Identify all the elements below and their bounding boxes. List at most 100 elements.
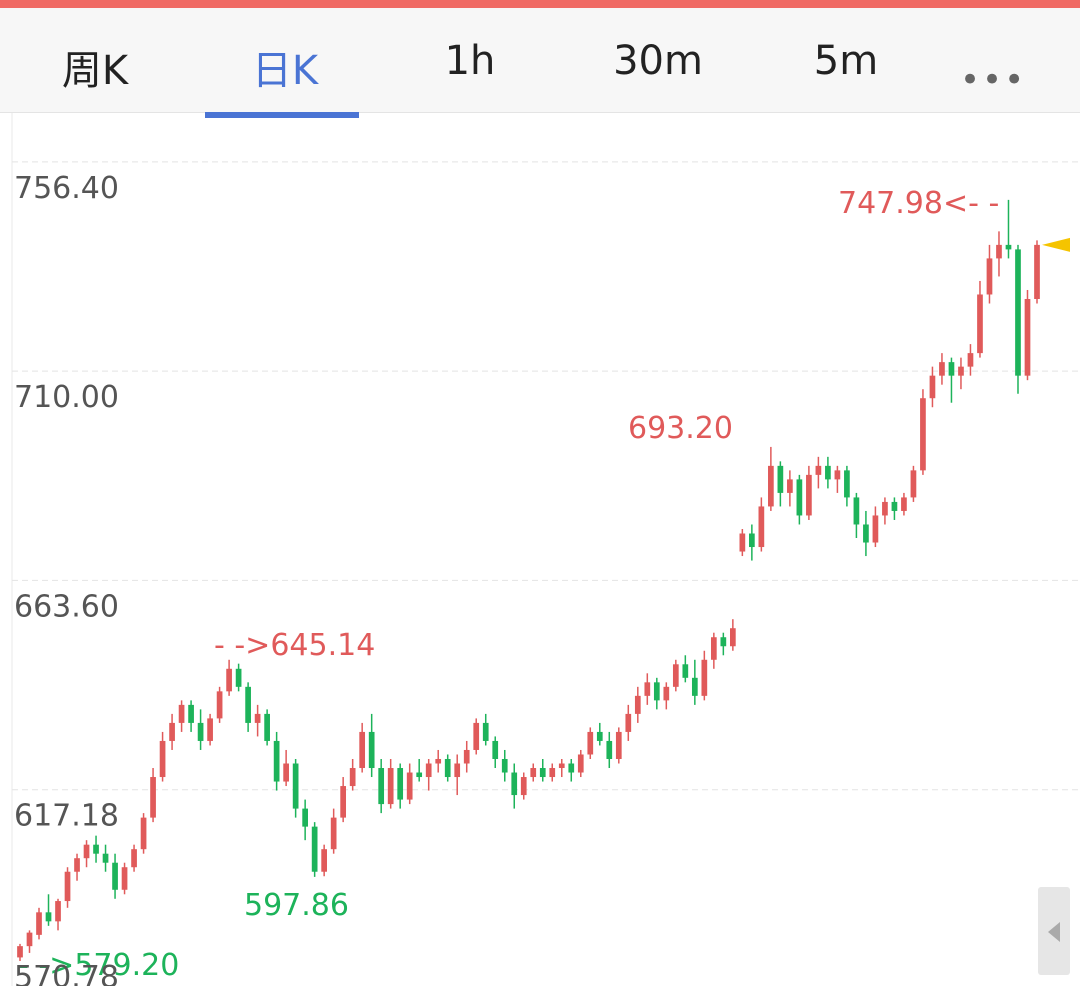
candle-body (825, 465, 831, 480)
candle-body (74, 858, 80, 872)
candle-body (701, 659, 708, 696)
candle-body (207, 718, 213, 741)
candle-body (226, 668, 232, 692)
tab-active[interactable]: 日K (251, 48, 319, 94)
candle-body (463, 749, 470, 764)
candle-body (283, 763, 289, 782)
candle-body (492, 740, 499, 759)
candle-body (435, 758, 442, 764)
candle-body (577, 754, 584, 773)
tab[interactable]: 周K (61, 48, 129, 94)
candle-body (568, 763, 575, 773)
y-tick-label: 570.78 (14, 960, 119, 986)
candle-body (264, 713, 270, 741)
candle-body (663, 686, 670, 701)
candle-body (349, 768, 356, 787)
candle-body (710, 637, 717, 660)
candle-body (188, 704, 194, 723)
tab-bar: 周K 日K 1h 30m 5m ••• (0, 0, 1080, 118)
candle-body (558, 763, 565, 769)
candle-body (1015, 249, 1021, 376)
candle-body (739, 533, 746, 552)
y-tick-label: 756.40 (14, 171, 119, 206)
candle-body (758, 506, 765, 548)
candle-body (910, 470, 917, 498)
candle-body (625, 713, 632, 732)
candle-body (606, 740, 613, 759)
candle-body (729, 628, 736, 647)
candle-body (834, 470, 841, 480)
candle-body (36, 912, 42, 935)
candle-body (806, 474, 812, 516)
candle-body (216, 691, 223, 719)
candle-body (378, 768, 385, 805)
candle-body (1005, 244, 1012, 250)
candle-body (17, 946, 23, 958)
candle-body (939, 362, 945, 376)
candle-body (539, 768, 546, 778)
tab[interactable]: 1h (444, 38, 496, 84)
annotation: - ->645.14 (214, 628, 375, 663)
candle-body (254, 713, 261, 723)
candle-body (140, 817, 147, 850)
more-button[interactable]: ••• (960, 60, 1027, 100)
scroll-icon (1048, 922, 1060, 942)
candle-body (83, 844, 90, 859)
annotation: - ->579.20 (18, 948, 179, 983)
candle-body (996, 244, 1002, 259)
candle-body (1034, 244, 1040, 299)
candle-body (587, 731, 594, 755)
candle-body (93, 844, 99, 854)
candle-body (986, 258, 993, 295)
y-tick-label: 663.60 (14, 589, 119, 624)
candle-body (330, 817, 337, 850)
candle-body (530, 768, 537, 778)
candle-body (425, 763, 432, 778)
candle-body (159, 740, 166, 778)
candle-body (26, 932, 33, 947)
candle-body (967, 353, 974, 367)
candle-body (359, 731, 366, 769)
candle-body (406, 772, 413, 800)
candle-body (787, 479, 793, 493)
candle-body (634, 695, 641, 714)
candle-body (387, 768, 394, 805)
candle-body (920, 398, 926, 471)
candle-body (520, 777, 527, 796)
candle-body (882, 501, 888, 516)
candle-body (178, 704, 185, 723)
candle-body (131, 849, 137, 868)
candle-body (112, 862, 118, 890)
annotation: 597.86 (244, 888, 349, 923)
candle-body (872, 515, 879, 543)
candle-body (121, 867, 128, 890)
candle-body (245, 686, 251, 723)
candle-body (482, 722, 489, 741)
candle-body (615, 731, 622, 759)
candle-body (302, 808, 308, 827)
candle-body (863, 524, 869, 543)
candle-body (55, 901, 61, 922)
candle-body (416, 772, 423, 778)
candle-body (768, 465, 774, 507)
tab[interactable]: 5m (813, 38, 879, 84)
tab[interactable]: 30m (613, 38, 703, 84)
candle-body (368, 731, 375, 769)
candle-body (844, 470, 850, 498)
candle-body (672, 664, 679, 687)
candle-body (397, 768, 404, 800)
candle-body (501, 758, 508, 773)
candle-body (64, 871, 71, 902)
candle-body (720, 637, 727, 647)
candle-body (45, 912, 52, 922)
candle-body (549, 768, 556, 778)
candle-body (102, 853, 109, 863)
candle-body (796, 479, 803, 516)
candle-body (929, 375, 936, 399)
candle-body (891, 501, 898, 511)
candle-body (644, 682, 651, 696)
candle-body (653, 682, 660, 701)
candle-body (473, 722, 480, 750)
candle-body (311, 826, 318, 872)
candle-body (273, 740, 280, 782)
